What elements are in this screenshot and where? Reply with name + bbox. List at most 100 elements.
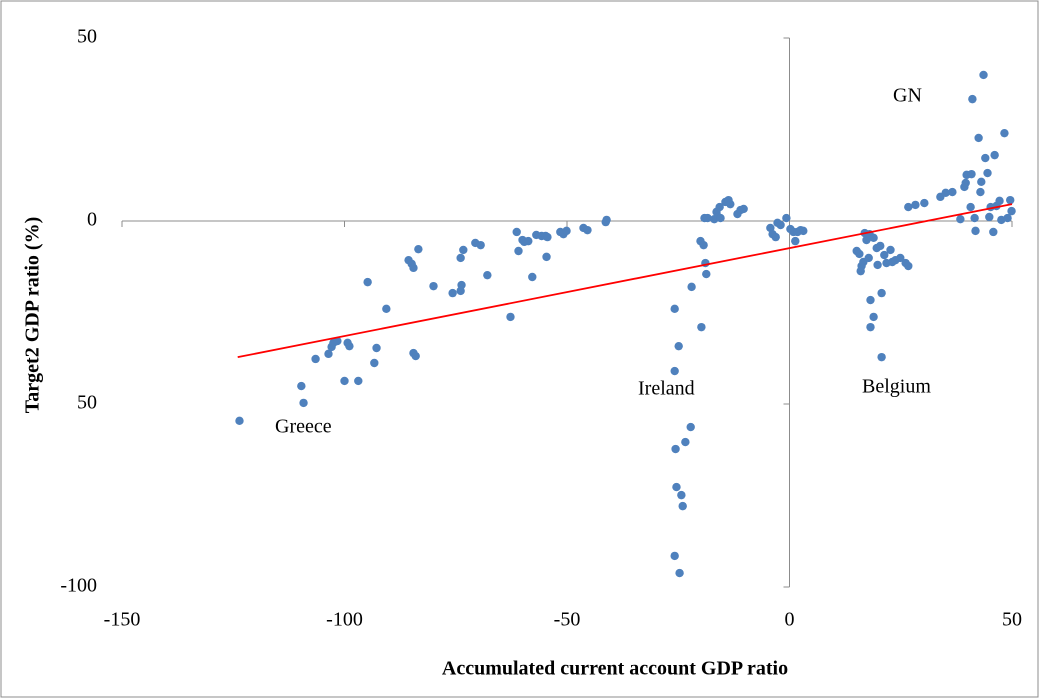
point xyxy=(979,70,988,80)
point xyxy=(976,187,985,197)
point xyxy=(543,232,552,242)
point xyxy=(297,381,306,391)
point xyxy=(414,244,423,254)
annotation: Belgium xyxy=(862,376,931,398)
point xyxy=(671,444,680,454)
y-tick-label: 50 xyxy=(77,392,97,414)
y-axis-title: Target2 GDP ratio (%) xyxy=(22,217,44,413)
point xyxy=(864,253,873,263)
point xyxy=(372,343,381,353)
x-tick-label: 0 xyxy=(785,609,795,631)
point xyxy=(583,225,592,235)
point xyxy=(370,358,379,368)
annotation: GN xyxy=(893,85,922,107)
y-tick-label: 0 xyxy=(87,209,97,231)
point xyxy=(382,304,391,314)
point xyxy=(896,253,905,263)
point xyxy=(411,351,420,361)
point xyxy=(1000,128,1009,138)
point xyxy=(866,295,875,305)
trend-line xyxy=(237,203,1013,359)
point xyxy=(948,187,957,197)
point xyxy=(678,501,687,511)
point xyxy=(1007,206,1016,216)
point xyxy=(983,168,992,178)
x-axis-title: Accumulated current account GDP ratio xyxy=(442,658,788,680)
point xyxy=(968,94,977,104)
point xyxy=(776,220,785,230)
point xyxy=(941,188,950,198)
point xyxy=(974,133,983,143)
point xyxy=(429,281,438,291)
point xyxy=(457,280,466,290)
point xyxy=(456,253,465,263)
point xyxy=(981,153,990,163)
point xyxy=(971,226,980,236)
point xyxy=(686,422,695,432)
point xyxy=(672,482,681,492)
point xyxy=(799,226,808,236)
point xyxy=(354,376,363,386)
y-tick-label: -100 xyxy=(60,575,97,597)
point xyxy=(869,312,878,322)
point xyxy=(989,227,998,237)
point xyxy=(782,213,791,223)
point xyxy=(791,236,800,246)
point xyxy=(956,214,965,224)
point xyxy=(670,551,679,561)
x-tick-label: -150 xyxy=(104,609,141,631)
point xyxy=(876,241,885,251)
point xyxy=(873,260,882,270)
point xyxy=(911,200,920,210)
point xyxy=(886,245,895,255)
point xyxy=(448,288,457,298)
point xyxy=(990,150,999,160)
point xyxy=(670,304,679,314)
point xyxy=(677,490,686,500)
point xyxy=(512,227,521,237)
point xyxy=(506,312,515,322)
point xyxy=(1006,195,1015,205)
point xyxy=(726,199,735,209)
point xyxy=(985,212,994,222)
point xyxy=(715,202,724,212)
point xyxy=(409,263,418,273)
point xyxy=(904,261,913,271)
point xyxy=(702,269,711,279)
point xyxy=(699,240,708,250)
point xyxy=(363,277,372,287)
point xyxy=(542,252,551,262)
point xyxy=(904,202,913,212)
point xyxy=(880,250,889,260)
y-tick-label: 50 xyxy=(77,26,97,48)
annotation: Ireland xyxy=(638,378,695,400)
point xyxy=(703,213,712,223)
point xyxy=(340,376,349,386)
point xyxy=(920,198,929,208)
point xyxy=(877,352,886,362)
point xyxy=(235,416,244,426)
point xyxy=(869,233,878,243)
point xyxy=(528,272,537,282)
point xyxy=(333,336,342,346)
point xyxy=(966,202,975,212)
x-tick-label: 50 xyxy=(1002,609,1022,631)
point xyxy=(970,213,979,223)
point xyxy=(345,341,354,351)
point xyxy=(739,204,748,214)
point xyxy=(855,249,864,259)
x-tick-label: -50 xyxy=(554,609,581,631)
point xyxy=(877,288,886,298)
point xyxy=(514,246,523,256)
point xyxy=(995,196,1004,206)
point xyxy=(856,266,865,276)
point xyxy=(483,270,492,280)
point xyxy=(681,437,690,447)
point xyxy=(697,322,706,332)
point xyxy=(670,366,679,376)
point xyxy=(866,322,875,332)
x-tick-label: -100 xyxy=(326,609,363,631)
point xyxy=(961,178,970,188)
